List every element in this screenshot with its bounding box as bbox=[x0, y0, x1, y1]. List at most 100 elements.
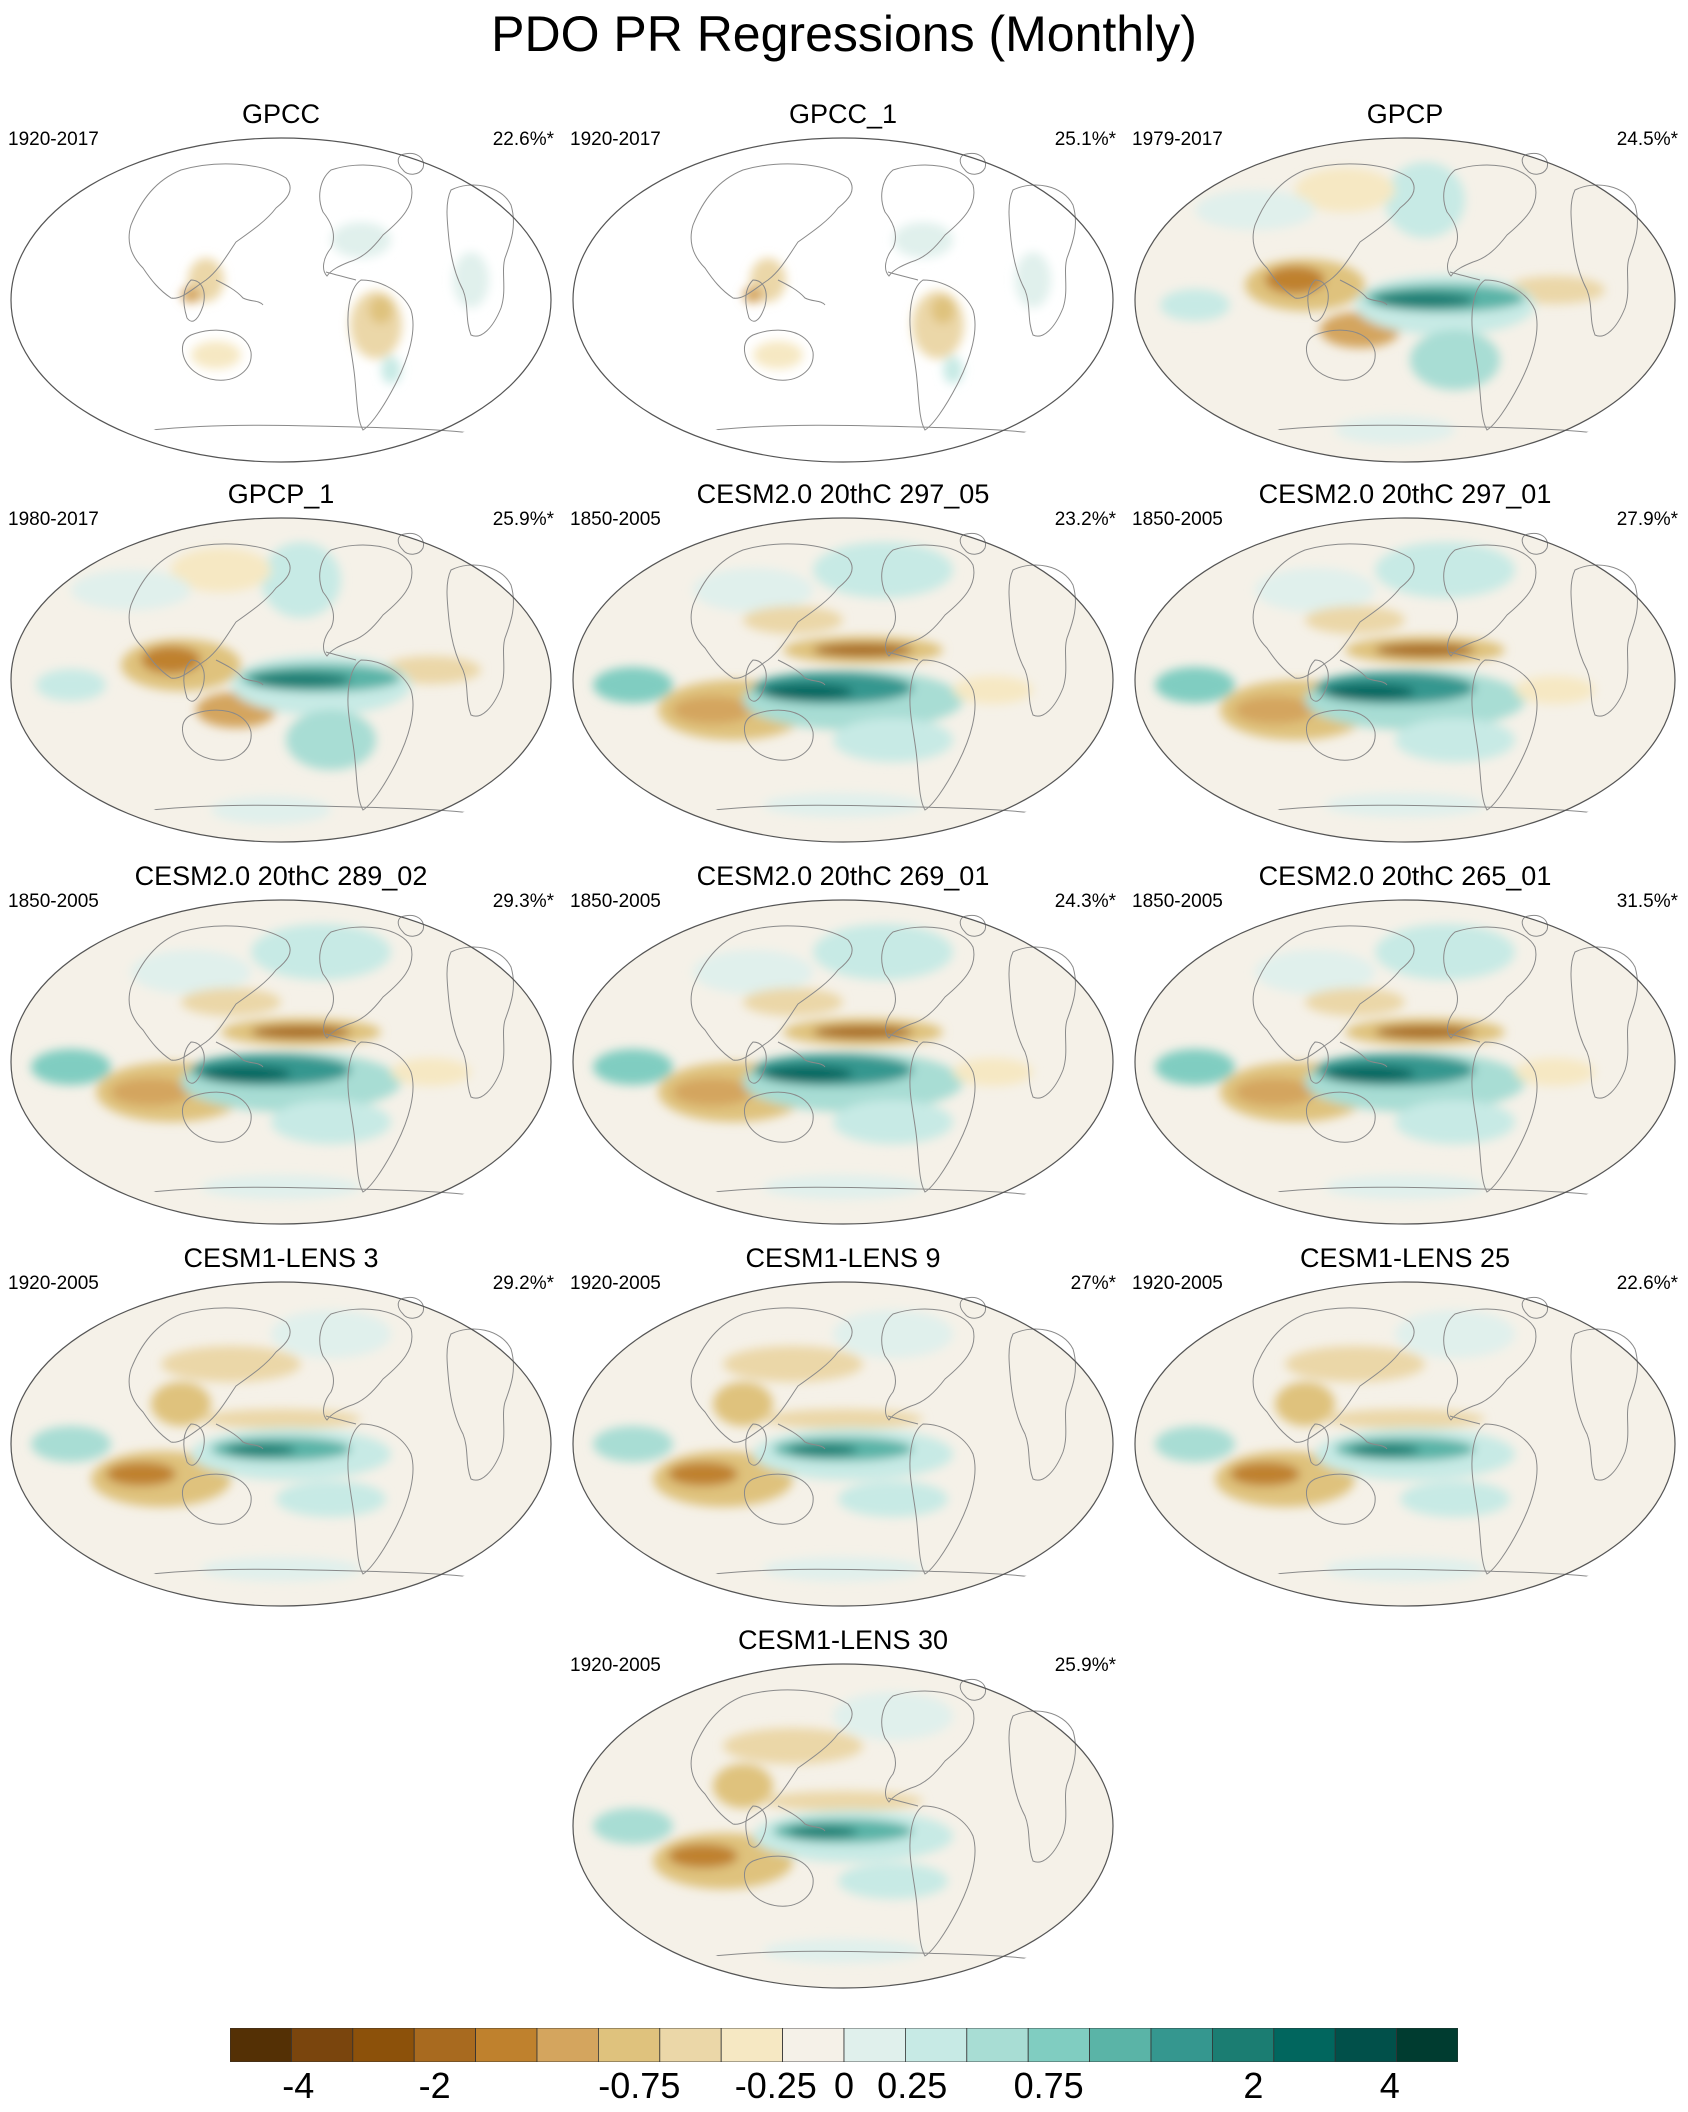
map-panel: CESM2.0 20thC 297_01 1850-2005 27.9%* bbox=[1124, 478, 1686, 848]
coastlines bbox=[690, 533, 1076, 817]
map-panel: CESM1-LENS 25 1920-2005 22.6%* bbox=[1124, 1242, 1686, 1612]
map-panel: CESM1-LENS 30 1920-2005 25.9%* bbox=[562, 1624, 1124, 1994]
panel-title: CESM1-LENS 3 bbox=[183, 1243, 379, 1273]
map-panel: CESM1-LENS 9 1920-2005 27%* bbox=[562, 1242, 1124, 1612]
map-projection bbox=[1134, 899, 1676, 1225]
coastlines bbox=[690, 1679, 1076, 1963]
coastlines bbox=[128, 153, 514, 437]
panel-years: 1920-2017 bbox=[8, 129, 99, 150]
panel-title: GPCP_1 bbox=[227, 479, 335, 509]
panel-title: CESM2.0 20thC 297_05 bbox=[696, 479, 990, 509]
panel-percent: 22.6%* bbox=[1616, 1273, 1678, 1294]
map-projection bbox=[10, 137, 552, 463]
panel-percent: 25.9%* bbox=[492, 509, 554, 530]
figure-title: PDO PR Regressions (Monthly) bbox=[491, 6, 1197, 62]
colorbar-box bbox=[1334, 2028, 1397, 2062]
panel-percent: 29.3%* bbox=[492, 891, 554, 912]
panel-title: CESM2.0 20thC 297_01 bbox=[1258, 479, 1552, 509]
map-projection bbox=[572, 1663, 1114, 1989]
panel-years: 1850-2005 bbox=[8, 891, 99, 912]
map-panel: CESM2.0 20thC 289_02 1850-2005 29.3%* bbox=[0, 860, 562, 1230]
panel-title: GPCC_1 bbox=[788, 99, 898, 129]
panel-percent: 25.1%* bbox=[1054, 129, 1116, 150]
panel-percent: 29.2%* bbox=[492, 1273, 554, 1294]
colorbar-tick-label: -0.75 bbox=[598, 2065, 681, 2106]
colorbar-box bbox=[720, 2028, 784, 2062]
panel-percent: 24.3%* bbox=[1054, 891, 1116, 912]
panel-title: CESM1-LENS 25 bbox=[1299, 1243, 1511, 1273]
map-projection bbox=[572, 1281, 1114, 1607]
colorbar-box bbox=[352, 2028, 415, 2062]
colorbar-tick-label: 0 bbox=[833, 2065, 855, 2106]
colorbar-tick-label: -0.25 bbox=[734, 2065, 817, 2106]
colorbar-tick-label: -2 bbox=[418, 2065, 451, 2106]
panel-years: 1920-2005 bbox=[8, 1273, 99, 1294]
coastlines bbox=[128, 1297, 514, 1581]
map-projection bbox=[1134, 137, 1676, 463]
map-projection bbox=[1134, 1281, 1676, 1607]
colorbar-tick-label: 0.25 bbox=[877, 2065, 948, 2106]
map-panel: CESM1-LENS 3 1920-2005 29.2%* bbox=[0, 1242, 562, 1612]
map-projection bbox=[10, 1281, 552, 1607]
colorbar-tick-label: 0.75 bbox=[1013, 2065, 1084, 2106]
coastlines bbox=[128, 915, 514, 1199]
panel-percent: 27.9%* bbox=[1616, 509, 1678, 530]
panel-title: CESM1-LENS 9 bbox=[745, 1243, 941, 1273]
panel-percent: 24.5%* bbox=[1616, 129, 1678, 150]
coastlines bbox=[690, 1297, 1076, 1581]
colorbar-box bbox=[413, 2028, 476, 2062]
colorbar-box bbox=[597, 2028, 661, 2062]
map-panel: GPCP_1 1980-2017 25.9%* bbox=[0, 478, 562, 848]
colorbar-box bbox=[1027, 2028, 1091, 2062]
panel-years: 1920-2017 bbox=[570, 129, 661, 150]
coastlines bbox=[1252, 533, 1638, 817]
colorbar-box bbox=[1089, 2028, 1152, 2062]
colorbar-box bbox=[782, 2028, 845, 2062]
coastlines bbox=[1252, 915, 1638, 1199]
panel-years: 1850-2005 bbox=[570, 891, 661, 912]
panel-percent: 31.5%* bbox=[1616, 891, 1678, 912]
colorbar-box bbox=[843, 2028, 906, 2062]
panel-years: 1850-2005 bbox=[1132, 509, 1223, 530]
colorbar-box bbox=[1212, 2028, 1275, 2062]
map-projection bbox=[10, 899, 552, 1225]
colorbar-box bbox=[536, 2028, 599, 2062]
map-projection bbox=[572, 899, 1114, 1225]
colorbar-tick-label: -4 bbox=[282, 2065, 315, 2106]
panel-title: GPCP bbox=[1366, 99, 1444, 129]
colorbar bbox=[230, 2028, 1458, 2062]
map-panel: CESM2.0 20thC 265_01 1850-2005 31.5%* bbox=[1124, 860, 1686, 1230]
panel-years: 1980-2017 bbox=[8, 509, 99, 530]
colorbar-box bbox=[291, 2028, 354, 2062]
colorbar-box bbox=[905, 2028, 968, 2062]
map-panel: GPCP 1979-2017 24.5%* bbox=[1124, 98, 1686, 468]
coastlines bbox=[1252, 1297, 1638, 1581]
colorbar-box bbox=[1273, 2028, 1336, 2062]
panel-years: 1850-2005 bbox=[570, 509, 661, 530]
map-panel: CESM2.0 20thC 269_01 1850-2005 24.3%* bbox=[562, 860, 1124, 1230]
coastlines bbox=[690, 153, 1076, 437]
panel-years: 1920-2005 bbox=[1132, 1273, 1223, 1294]
panel-title: CESM2.0 20thC 265_01 bbox=[1258, 861, 1552, 891]
coastlines bbox=[690, 915, 1076, 1199]
panel-percent: 25.9%* bbox=[1054, 1655, 1116, 1676]
panel-percent: 23.2%* bbox=[1054, 509, 1116, 530]
map-projection bbox=[1134, 517, 1676, 843]
map-projection bbox=[10, 517, 552, 843]
map-panel: GPCC_1 1920-2017 25.1%* bbox=[562, 98, 1124, 468]
colorbar-box bbox=[1150, 2028, 1213, 2062]
colorbar-box bbox=[659, 2028, 722, 2062]
coastlines bbox=[1252, 153, 1638, 437]
map-projection bbox=[572, 137, 1114, 463]
colorbar-box bbox=[966, 2028, 1029, 2062]
colorbar-tick-label: 2 bbox=[1243, 2065, 1264, 2106]
panel-years: 1850-2005 bbox=[1132, 891, 1223, 912]
map-projection bbox=[572, 517, 1114, 843]
panel-title: CESM2.0 20thC 269_01 bbox=[696, 861, 990, 891]
panel-percent: 22.6%* bbox=[492, 129, 554, 150]
panel-years: 1920-2005 bbox=[570, 1273, 661, 1294]
colorbar-box bbox=[475, 2028, 538, 2062]
map-panel: CESM2.0 20thC 297_05 1850-2005 23.2%* bbox=[562, 478, 1124, 848]
colorbar-box bbox=[1396, 2028, 1458, 2062]
panel-title: CESM1-LENS 30 bbox=[737, 1625, 949, 1655]
